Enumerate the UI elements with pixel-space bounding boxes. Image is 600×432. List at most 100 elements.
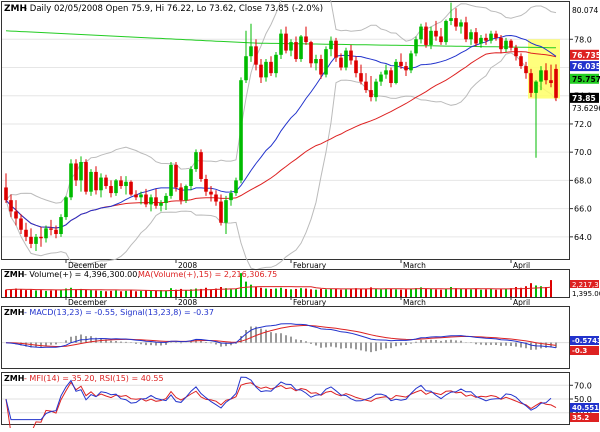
signal-value: -0.3 xyxy=(572,347,587,355)
ma-blue-value: 76.0352 xyxy=(572,62,600,71)
ma-red-value: 76.7358 xyxy=(572,51,600,60)
candle-body xyxy=(104,178,108,186)
volume-bar xyxy=(25,290,27,297)
candle-body xyxy=(34,237,38,244)
candle-body xyxy=(524,66,528,73)
date-label: February xyxy=(293,261,327,270)
candle-body xyxy=(269,62,273,73)
candle-body xyxy=(4,187,8,200)
candle-body xyxy=(459,22,463,26)
volume-bar xyxy=(10,289,12,297)
price-tick-label: 70.0 xyxy=(574,148,592,157)
volume-bar xyxy=(185,290,187,297)
volume-bar xyxy=(45,291,47,297)
candle-body xyxy=(364,82,368,90)
candle-body xyxy=(444,21,448,42)
volume-bar xyxy=(145,290,147,297)
candle-body xyxy=(474,32,478,43)
macd-label-symbol: ZMH xyxy=(4,308,24,317)
candle-body xyxy=(94,172,98,190)
rsi-value: 40.5519 xyxy=(572,404,600,412)
volume-bar xyxy=(535,285,537,297)
volume-bar xyxy=(95,290,97,297)
candle-body xyxy=(224,200,228,223)
volume-bar xyxy=(395,289,397,297)
candle-body xyxy=(24,230,28,237)
price-tick-label: 68.0 xyxy=(574,176,592,185)
volume-bar xyxy=(380,289,382,297)
price-tick-label: 66.0 xyxy=(574,205,592,214)
date-label: 2008 xyxy=(178,298,197,307)
mfi-label: - MFI(14) = 35.20, RSI(15) = 40.55 xyxy=(24,374,164,383)
volume-bar xyxy=(255,287,257,297)
volume-bar xyxy=(100,291,102,297)
volume-bar xyxy=(335,289,337,297)
candle-body xyxy=(334,41,338,58)
date-label: February xyxy=(293,298,327,307)
date-label: December xyxy=(68,298,108,307)
mfi-tick-label: 50.0 xyxy=(574,395,592,404)
candle-body xyxy=(64,197,68,217)
candle-body xyxy=(449,18,453,21)
candle-body xyxy=(159,203,163,206)
candle-body xyxy=(234,180,238,193)
candle-body xyxy=(99,178,103,191)
candle-body xyxy=(479,38,483,44)
candle-body xyxy=(229,193,233,200)
volume-bar xyxy=(245,282,247,297)
macd-label: - MACD(13,23) = -0.55, Signal(13,23,8) =… xyxy=(24,308,214,317)
candle-body xyxy=(134,195,138,198)
mfi-value: 35.2 xyxy=(572,414,589,422)
candle-body xyxy=(294,42,298,59)
volume-bar xyxy=(155,291,157,297)
volume-bar xyxy=(280,288,282,297)
candle-body xyxy=(174,165,178,188)
candle-body xyxy=(369,90,373,97)
volume-bar xyxy=(290,289,292,297)
candle-body xyxy=(29,237,33,244)
candle-body xyxy=(279,34,283,55)
candle-body xyxy=(129,182,133,195)
candle-body xyxy=(454,18,458,26)
volume-bar xyxy=(400,290,402,297)
date-label: 2008 xyxy=(178,261,197,270)
volume-bar xyxy=(125,291,127,297)
candle-body xyxy=(54,230,58,234)
volume-bar xyxy=(35,290,37,297)
candle-body xyxy=(319,59,323,75)
volume-bar xyxy=(275,289,277,297)
volume-bar xyxy=(440,290,442,297)
volume-bar xyxy=(130,290,132,297)
volume-bar xyxy=(550,280,552,297)
volume-bar xyxy=(60,290,62,297)
candle-body xyxy=(549,80,553,83)
volume-ma-label: MA(Volume(+),15) = 2,216,306.75 xyxy=(138,270,277,279)
candle-body xyxy=(309,42,313,63)
volume-bar xyxy=(485,289,487,297)
candle-body xyxy=(204,179,208,192)
candle-body xyxy=(374,82,378,98)
volume-bar xyxy=(50,290,52,297)
volume-bar xyxy=(460,289,462,297)
candle-body xyxy=(404,66,408,70)
volume-bar xyxy=(210,289,212,297)
volume-bar xyxy=(470,289,472,297)
volume-bar xyxy=(510,288,512,297)
candle-body xyxy=(89,172,93,192)
candle-body xyxy=(169,165,173,196)
candle-body xyxy=(314,59,318,63)
candle-body xyxy=(249,46,253,56)
candle-body xyxy=(74,163,78,180)
volume-bar xyxy=(105,291,107,297)
candle-body xyxy=(389,70,393,83)
volume-bar xyxy=(340,290,342,297)
volume-bar xyxy=(520,288,522,297)
volume-bar xyxy=(455,288,457,297)
price-tick-label: 64.0 xyxy=(574,233,592,242)
volume-bar xyxy=(15,289,17,297)
macd-value: -0.57435 xyxy=(572,337,600,345)
volume-bar xyxy=(365,289,367,297)
volume-bar xyxy=(110,291,112,297)
